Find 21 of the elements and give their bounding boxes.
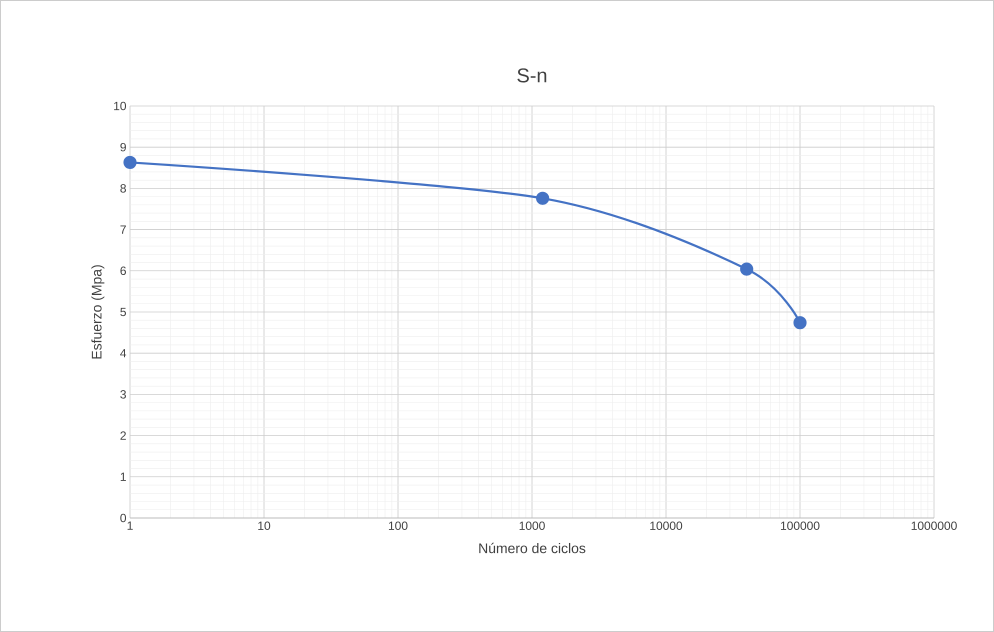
- x-tick-label: 100: [388, 522, 408, 530]
- y-axis-title: Esfuerzo (Mpa): [91, 265, 104, 359]
- y-tick-label: 7: [120, 225, 126, 234]
- x-tick-label: 1000000: [912, 522, 957, 530]
- y-tick-label: 4: [120, 349, 126, 358]
- y-tick-label: 8: [120, 184, 126, 193]
- y-tick-label: 1: [120, 472, 126, 481]
- y-tick-label: 2: [120, 431, 126, 440]
- x-tick-label: 1000: [520, 522, 545, 530]
- x-tick-label: 10: [258, 522, 270, 530]
- x-tick-label: 1: [128, 522, 133, 530]
- y-tick-label: 10: [114, 102, 126, 110]
- y-tick-label: 6: [120, 266, 126, 276]
- y-tick-label: 0: [120, 514, 126, 522]
- x-axis-title: Número de ciclos: [479, 542, 586, 554]
- x-tick-label: 10000: [650, 522, 682, 530]
- chart-title: S-n: [517, 68, 546, 82]
- y-tick-label: 5: [120, 308, 126, 316]
- y-tick-label: 3: [120, 390, 126, 399]
- x-tick-label: 100000: [780, 522, 820, 530]
- y-tick-label: 9: [120, 142, 126, 152]
